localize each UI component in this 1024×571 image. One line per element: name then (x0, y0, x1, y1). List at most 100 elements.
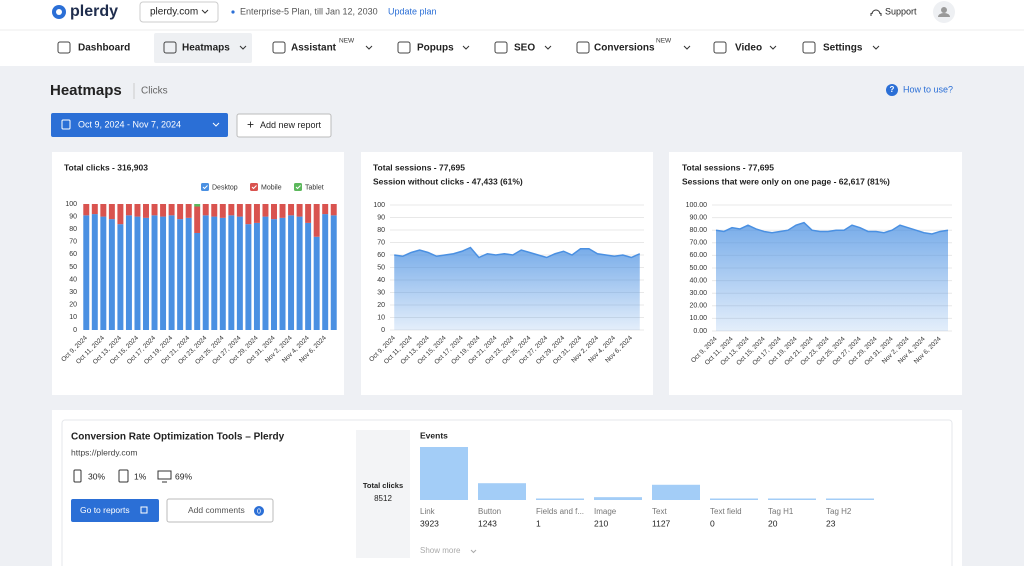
bar-segment (100, 204, 107, 217)
mobile-icon (73, 469, 82, 483)
chevron (544, 45, 552, 50)
nav-item[interactable]: Settings (823, 43, 863, 54)
bar-segment (296, 204, 303, 217)
bar-segment (108, 219, 115, 330)
add-report-button[interactable] (236, 113, 332, 138)
nav-item[interactable]: Conversions (594, 43, 655, 54)
support[interactable]: Support (885, 6, 917, 16)
chevron (365, 45, 373, 50)
update-plan[interactable]: Update plan (388, 6, 437, 16)
nav-item[interactable]: Popups (417, 43, 454, 54)
chart-title: Events (420, 430, 448, 440)
event-label: Image (594, 507, 617, 516)
chevron (462, 45, 470, 50)
bar-segment (271, 219, 277, 330)
legend-label: Mobile (261, 184, 282, 191)
chevron (470, 549, 477, 554)
y-tick-label: 70.00 (689, 240, 707, 247)
tablet-icon (118, 469, 129, 483)
legend-check (251, 185, 257, 190)
nav-badge: NEW (656, 38, 672, 45)
add-comments-button[interactable] (166, 498, 274, 523)
y-tick-label: 30 (69, 289, 77, 296)
y-tick-label: 60.00 (689, 252, 707, 259)
bar-segment (253, 204, 260, 223)
bar-segment (91, 214, 98, 330)
date-range: Oct 9, 2024 - Nov 7, 2024 (78, 119, 181, 129)
nav-icon (163, 41, 177, 54)
event-value: 1 (536, 518, 541, 528)
nav-item[interactable]: Heatmaps (182, 43, 230, 54)
bar-segment (313, 204, 320, 237)
logo[interactable]: plerdy (70, 3, 118, 20)
event-value: 1127 (652, 518, 671, 528)
event-bar (478, 483, 526, 500)
plan: Enterprise-5 Plan, till Jan 12, 2030 (240, 6, 378, 16)
device-share: 69% (175, 471, 192, 481)
event-bar (710, 498, 758, 500)
bar-segment (160, 204, 167, 217)
y-tick-label: 0 (381, 327, 385, 334)
bar-segment (177, 204, 184, 220)
event-label: Tag H2 (826, 507, 852, 516)
y-tick-label: 60 (69, 251, 77, 258)
go-reports-button[interactable] (71, 499, 159, 522)
legend-swatch (250, 183, 258, 191)
show-more[interactable]: Show more (420, 546, 461, 555)
chevron (239, 45, 247, 50)
event-value: 0 (710, 518, 715, 528)
y-tick-label: 50 (69, 264, 77, 271)
y-tick-label: 10 (377, 314, 385, 321)
legend-swatch (201, 183, 209, 191)
bar-segment (125, 204, 132, 216)
report-title: Conversion Rate Optimization Tools – Ple… (71, 432, 285, 443)
legend-swatch (294, 183, 302, 191)
bar-segment (211, 204, 218, 217)
chart-title: Total sessions - 77,695 (373, 162, 465, 172)
bar-segment (288, 204, 295, 216)
bar-segment (194, 232, 201, 330)
y-tick-label: 80 (377, 227, 385, 234)
bar-segment (134, 204, 141, 217)
device-share: 30% (88, 471, 105, 481)
avatar-body (938, 13, 950, 17)
help-link[interactable]: How to use? (903, 84, 953, 94)
event-label: Text field (710, 507, 742, 516)
bar-segment (296, 216, 303, 330)
add-report: Add new report (260, 120, 322, 130)
event-label: Button (478, 507, 501, 516)
bar-segment (279, 204, 286, 218)
chevron (683, 45, 691, 50)
y-tick-label: 20 (69, 302, 77, 309)
event-label: Fields and f... (536, 507, 584, 516)
bar-segment (202, 215, 209, 330)
bar-segment (143, 217, 149, 330)
bar-segment (271, 204, 277, 220)
nav-item[interactable]: Video (735, 43, 762, 54)
date-button[interactable] (51, 113, 228, 137)
event-value: 3923 (420, 518, 439, 528)
nav-item[interactable]: Dashboard (78, 43, 130, 54)
bar-segment (245, 204, 252, 225)
y-tick-label: 40 (377, 277, 385, 284)
calendar-icon (61, 119, 71, 130)
bar-segment (228, 204, 235, 216)
y-tick-label: 50 (377, 264, 385, 271)
y-tick-label: 90.00 (689, 214, 707, 221)
chevron (872, 45, 880, 50)
site-select[interactable] (139, 1, 219, 23)
chart-title: Total clicks - 316,903 (64, 162, 148, 172)
dot (231, 10, 235, 14)
event-bar (594, 497, 642, 500)
chart-subtitle: Sessions that were only on one page - 62… (682, 176, 890, 186)
nav-item[interactable]: SEO (514, 43, 535, 54)
nav-badge: NEW (339, 38, 355, 45)
bar-segment (322, 204, 329, 215)
nav-item[interactable]: Assistant (291, 43, 337, 54)
nav-icon (272, 41, 286, 54)
bar-segment (219, 217, 226, 330)
event-bar (826, 498, 874, 500)
y-tick-label: 50.00 (689, 265, 707, 272)
y-tick-label: 20.00 (689, 303, 707, 310)
